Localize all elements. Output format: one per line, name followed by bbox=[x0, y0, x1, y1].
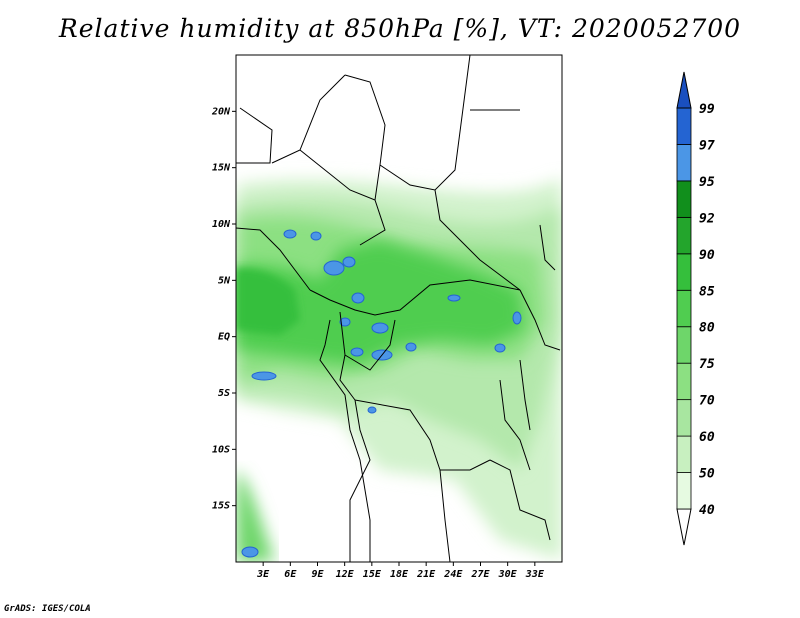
colorbar-label: 90 bbox=[699, 248, 715, 263]
lat-tick-label: 15S bbox=[212, 501, 230, 512]
lon-tick-label: 24E bbox=[443, 569, 463, 580]
lat-tick-label: EQ bbox=[218, 332, 230, 343]
colorbar-segment bbox=[676, 144, 692, 182]
longitude-axis: 3E 6E 9E 12E 15E 18E 21E 24E 27E 30E 33E bbox=[256, 562, 545, 580]
humidity-region-90 bbox=[236, 268, 300, 335]
lon-tick-label: 6E bbox=[284, 569, 297, 580]
map-title: Relative humidity at 850hPa [%], VT: 202… bbox=[58, 14, 742, 43]
colorbar: 40 50 60 70 75 80 85 90 92 95 97 99 bbox=[676, 71, 715, 546]
humidity-region-coast bbox=[236, 470, 275, 562]
colorbar-segment bbox=[676, 180, 692, 218]
colorbar-segment bbox=[676, 71, 692, 109]
lon-tick-label: 3E bbox=[256, 569, 270, 580]
colorbar-segment bbox=[676, 362, 692, 401]
colorbar-segment bbox=[676, 508, 692, 546]
colorbar-segment bbox=[676, 326, 692, 364]
humidity-field bbox=[236, 55, 562, 562]
colorbar-segment bbox=[676, 216, 692, 255]
colorbar-label: 80 bbox=[699, 321, 715, 336]
lat-tick-label: 10S bbox=[212, 444, 230, 455]
lon-tick-label: 9E bbox=[311, 569, 324, 580]
colorbar-segment bbox=[676, 435, 692, 473]
lon-tick-label: 27E bbox=[470, 569, 490, 580]
lon-tick-label: 33E bbox=[525, 569, 545, 580]
colorbar-segment bbox=[676, 399, 692, 437]
country-borders bbox=[236, 55, 561, 562]
colorbar-label: 97 bbox=[699, 138, 715, 153]
colorbar-label: 99 bbox=[699, 102, 715, 117]
colorbar-label: 40 bbox=[699, 503, 715, 518]
colorbar-label: 75 bbox=[699, 357, 715, 372]
latitude-axis: 20N 15N 10N 5N EQ 5S 10S 15S bbox=[211, 106, 236, 512]
colorbar-label: 92 bbox=[699, 211, 715, 226]
humidity-region-85 bbox=[236, 240, 525, 365]
grads-credit: GrADS: IGES/COLA bbox=[4, 604, 91, 614]
colorbar-label: 95 bbox=[699, 175, 715, 190]
colorbar-segment bbox=[676, 253, 692, 291]
lat-tick-label: 15N bbox=[212, 163, 231, 174]
colorbar-label: 60 bbox=[699, 430, 715, 445]
colorbar-label: 70 bbox=[699, 394, 715, 409]
colorbar-segment bbox=[676, 289, 692, 328]
colorbar-label: 85 bbox=[699, 284, 715, 299]
lon-tick-label: 21E bbox=[416, 569, 436, 580]
colorbar-segment bbox=[676, 472, 692, 510]
colorbar-label: 50 bbox=[699, 467, 715, 482]
lat-tick-label: 5N bbox=[218, 275, 231, 286]
lon-tick-label: 12E bbox=[336, 569, 355, 580]
lon-tick-label: 15E bbox=[363, 569, 382, 580]
lon-tick-label: 30E bbox=[498, 569, 518, 580]
lat-tick-label: 5S bbox=[218, 388, 230, 399]
lat-tick-label: 20N bbox=[211, 106, 231, 117]
lat-tick-label: 10N bbox=[212, 219, 231, 230]
colorbar-segment bbox=[676, 107, 692, 145]
lon-tick-label: 18E bbox=[390, 569, 409, 580]
